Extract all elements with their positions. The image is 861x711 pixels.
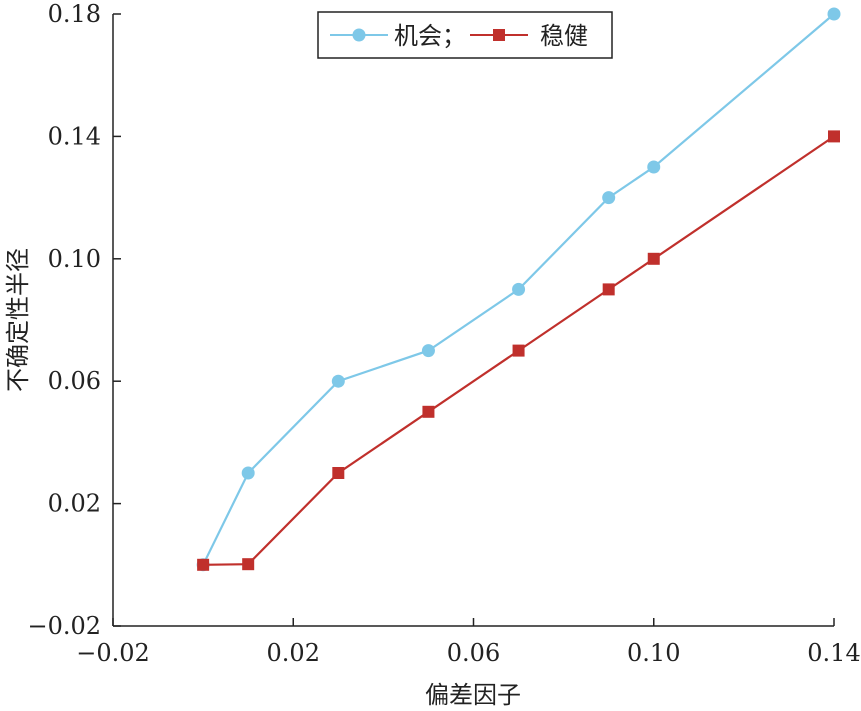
legend-label-series-1: 机会；: [394, 22, 466, 50]
legend-label-series-2: 稳健: [540, 22, 588, 50]
y-tick-label: 0.10: [48, 245, 101, 273]
data-point: [332, 467, 345, 479]
series-1: [196, 7, 841, 572]
data-point: [647, 160, 661, 174]
data-point: [422, 405, 435, 418]
x-tick-label: −0.02: [76, 639, 150, 667]
legend-marker-series-2: [493, 29, 505, 41]
series-line: [203, 135, 835, 566]
data-point: [331, 374, 345, 388]
data-point: [827, 7, 841, 21]
data-point: [512, 344, 525, 357]
y-axis-ticks: −0.02 0.02 0.06 0.10 0.14 0.18: [27, 0, 121, 640]
series-line: [202, 13, 835, 566]
x-axis-ticks: −0.02 0.02 0.06 0.10 0.14: [76, 618, 861, 667]
x-tick-label: 0.02: [267, 639, 320, 667]
y-tick-label: 0.14: [48, 122, 101, 150]
y-tick-label: 0.02: [48, 490, 101, 518]
data-point: [197, 558, 210, 571]
series-layer: [196, 7, 841, 572]
data-point: [602, 283, 615, 296]
series-2: [197, 130, 840, 571]
y-tick-label: 0.18: [48, 0, 101, 28]
data-point: [602, 191, 616, 205]
x-tick-label: 0.14: [807, 639, 860, 667]
data-point: [512, 282, 526, 296]
x-tick-label: 0.10: [627, 639, 680, 667]
x-axis-title: 偏差因子: [425, 681, 521, 709]
data-point: [647, 252, 660, 265]
y-tick-label: 0.06: [48, 367, 101, 395]
data-point: [828, 130, 840, 143]
data-point: [241, 466, 255, 480]
data-point: [421, 344, 435, 358]
y-axis-title: 不确定性半径: [4, 248, 32, 392]
legend: 机会； 稳健: [317, 11, 613, 59]
x-tick-label: 0.06: [447, 639, 500, 667]
y-tick-label: −0.02: [27, 612, 101, 640]
data-point: [242, 558, 255, 571]
legend-marker-series-1: [352, 28, 366, 42]
